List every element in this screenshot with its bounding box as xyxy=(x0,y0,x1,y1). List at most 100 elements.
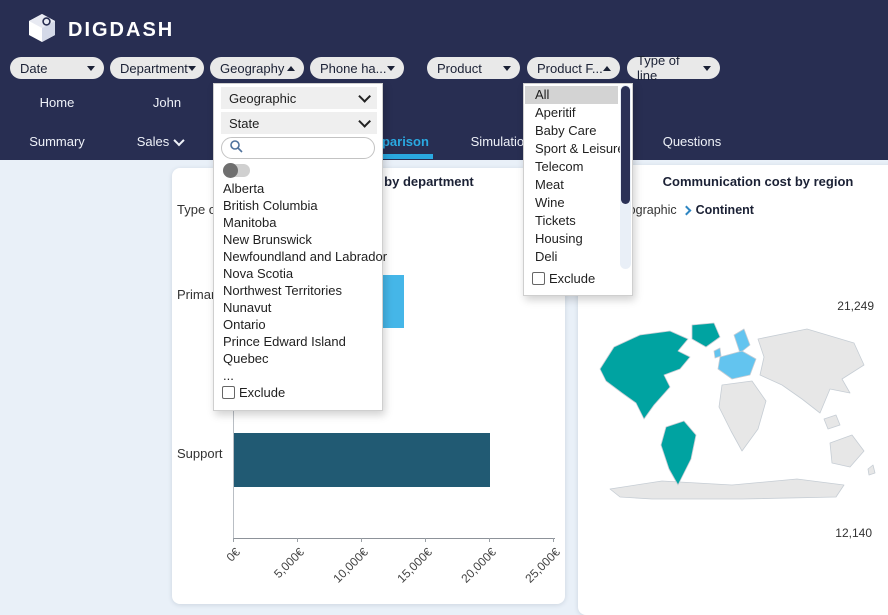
chevron-down-icon xyxy=(503,65,511,71)
nav-item-home[interactable]: Home xyxy=(39,95,75,110)
list-item[interactable]: New Brunswick xyxy=(223,232,312,247)
chevron-up-icon xyxy=(603,65,611,71)
scrollbar-track[interactable] xyxy=(620,85,631,269)
filter-pill-geography[interactable]: Geography xyxy=(210,57,304,79)
geography-filter-panel: Geographic State Alberta British Columbi… xyxy=(213,83,388,411)
list-item[interactable]: Ontario xyxy=(223,317,266,332)
x-tick-label: 15,000€ xyxy=(394,545,435,586)
product-family-value-list: All Aperitif Baby Care Sport & Leisure T… xyxy=(525,86,625,266)
axis-tick xyxy=(361,538,362,542)
list-item[interactable]: Newfoundland and Labrador xyxy=(223,249,388,264)
filter-label: Department xyxy=(120,60,188,76)
list-item[interactable]: Housing xyxy=(535,231,583,246)
toggle-knob xyxy=(223,163,238,178)
chevron-down-icon xyxy=(358,114,371,128)
chevron-up-icon xyxy=(287,65,295,71)
x-axis-line xyxy=(233,538,555,539)
list-item[interactable]: Deli xyxy=(535,249,558,264)
digdash-logo: DIGDASH xyxy=(26,12,174,49)
list-item[interactable]: Wine xyxy=(535,195,565,210)
tab-simulation[interactable]: Simulation xyxy=(470,134,532,149)
exclude-label: Exclude xyxy=(549,271,596,286)
list-item[interactable]: Sport & Leisure xyxy=(535,141,625,156)
tab-sales[interactable]: Sales xyxy=(118,134,202,149)
filter-label: Type of line xyxy=(637,53,680,83)
x-tick-label: 20,000€ xyxy=(458,545,499,586)
nav-item-user[interactable]: John xyxy=(152,95,182,110)
filter-label: Product xyxy=(437,60,482,76)
select-all-toggle[interactable] xyxy=(223,163,250,178)
checkbox-icon[interactable] xyxy=(532,272,545,285)
axis-tick xyxy=(233,538,234,542)
scale-min-value: 12,140 xyxy=(835,526,872,540)
filter-pill-product-family[interactable]: Product F... xyxy=(527,57,620,79)
list-item[interactable]: Quebec xyxy=(223,351,269,366)
filter-pill-product[interactable]: Product xyxy=(427,57,520,79)
filter-label: Product F... xyxy=(537,60,603,76)
list-item[interactable]: British Columbia xyxy=(223,198,318,213)
hierarchy-select[interactable]: Geographic xyxy=(221,87,377,109)
chevron-down-icon xyxy=(703,65,711,71)
list-item[interactable]: Alberta xyxy=(223,181,265,196)
geography-value-list: Alberta British Columbia Manitoba New Br… xyxy=(223,180,388,384)
scrollbar-thumb[interactable] xyxy=(621,86,630,204)
filter-pill-type-of-line[interactable]: Type of line xyxy=(627,53,720,83)
product-family-filter-panel: All Aperitif Baby Care Sport & Leisure T… xyxy=(523,83,633,296)
checkbox-icon[interactable] xyxy=(222,386,235,399)
filter-label: Phone ha... xyxy=(320,60,387,76)
exclude-checkbox[interactable]: Exclude xyxy=(222,385,285,400)
exclude-checkbox[interactable]: Exclude xyxy=(532,271,595,286)
select-value: State xyxy=(229,115,260,131)
axis-tick xyxy=(489,538,490,542)
chevron-right-icon xyxy=(681,205,692,215)
axis-tick xyxy=(425,538,426,542)
filter-label: Date xyxy=(20,60,48,76)
axis-tick xyxy=(297,538,298,542)
x-tick-label: 10,000€ xyxy=(330,545,371,586)
search-icon xyxy=(229,139,243,158)
list-item-selected[interactable]: All xyxy=(525,86,618,104)
filter-label: Geography xyxy=(220,60,285,76)
scale-max-value: 21,249 xyxy=(837,299,874,313)
active-tab-indicator xyxy=(352,154,433,159)
filter-pill-department[interactable]: Department xyxy=(110,57,204,79)
list-item[interactable]: Nova Scotia xyxy=(223,266,294,281)
category-label: Type of xyxy=(177,202,220,217)
list-item[interactable]: Meat xyxy=(535,177,564,192)
bar-support[interactable] xyxy=(234,433,490,487)
chevron-down-icon xyxy=(87,65,95,71)
world-map[interactable] xyxy=(592,317,884,512)
search-input[interactable] xyxy=(221,137,375,159)
tab-questions[interactable]: Questions xyxy=(662,134,722,149)
level-select[interactable]: State xyxy=(221,112,377,134)
breadcrumb-current: Continent xyxy=(695,203,754,217)
cube-logo-icon xyxy=(26,12,58,49)
category-label: Support xyxy=(177,446,223,461)
chevron-down-icon xyxy=(173,134,185,147)
tab-label: Sales xyxy=(136,134,170,149)
list-item[interactable]: Telecom xyxy=(535,159,584,174)
select-value: Geographic xyxy=(229,90,297,106)
tab-summary[interactable]: Summary xyxy=(29,134,85,149)
breadcrumb: Geographic Continent xyxy=(612,203,754,217)
list-item[interactable]: Nunavut xyxy=(223,300,272,315)
chevron-down-icon xyxy=(387,65,395,71)
list-item[interactable]: Tickets xyxy=(535,213,576,228)
list-item[interactable]: Manitoba xyxy=(223,215,277,230)
x-tick-label: 5,000€ xyxy=(271,545,307,581)
x-tick-label: 0€ xyxy=(223,545,243,565)
category-label: Primary xyxy=(177,287,222,302)
list-item[interactable]: Northwest Territories xyxy=(223,283,342,298)
list-item[interactable]: Aperitif xyxy=(535,105,576,120)
search-text-field[interactable] xyxy=(243,140,367,156)
list-item[interactable]: Prince Edward Island xyxy=(223,334,346,349)
app-header: DIGDASH Date Department Geography Phone … xyxy=(0,0,888,160)
filter-pill-date[interactable]: Date xyxy=(10,57,104,79)
logo-text: DIGDASH xyxy=(68,19,175,41)
list-item[interactable]: Baby Care xyxy=(535,123,597,138)
list-item-more[interactable]: ... xyxy=(223,368,234,383)
chevron-down-icon xyxy=(358,89,371,103)
filter-pill-phone[interactable]: Phone ha... xyxy=(310,57,404,79)
x-tick-label: 25,000€ xyxy=(522,545,563,586)
